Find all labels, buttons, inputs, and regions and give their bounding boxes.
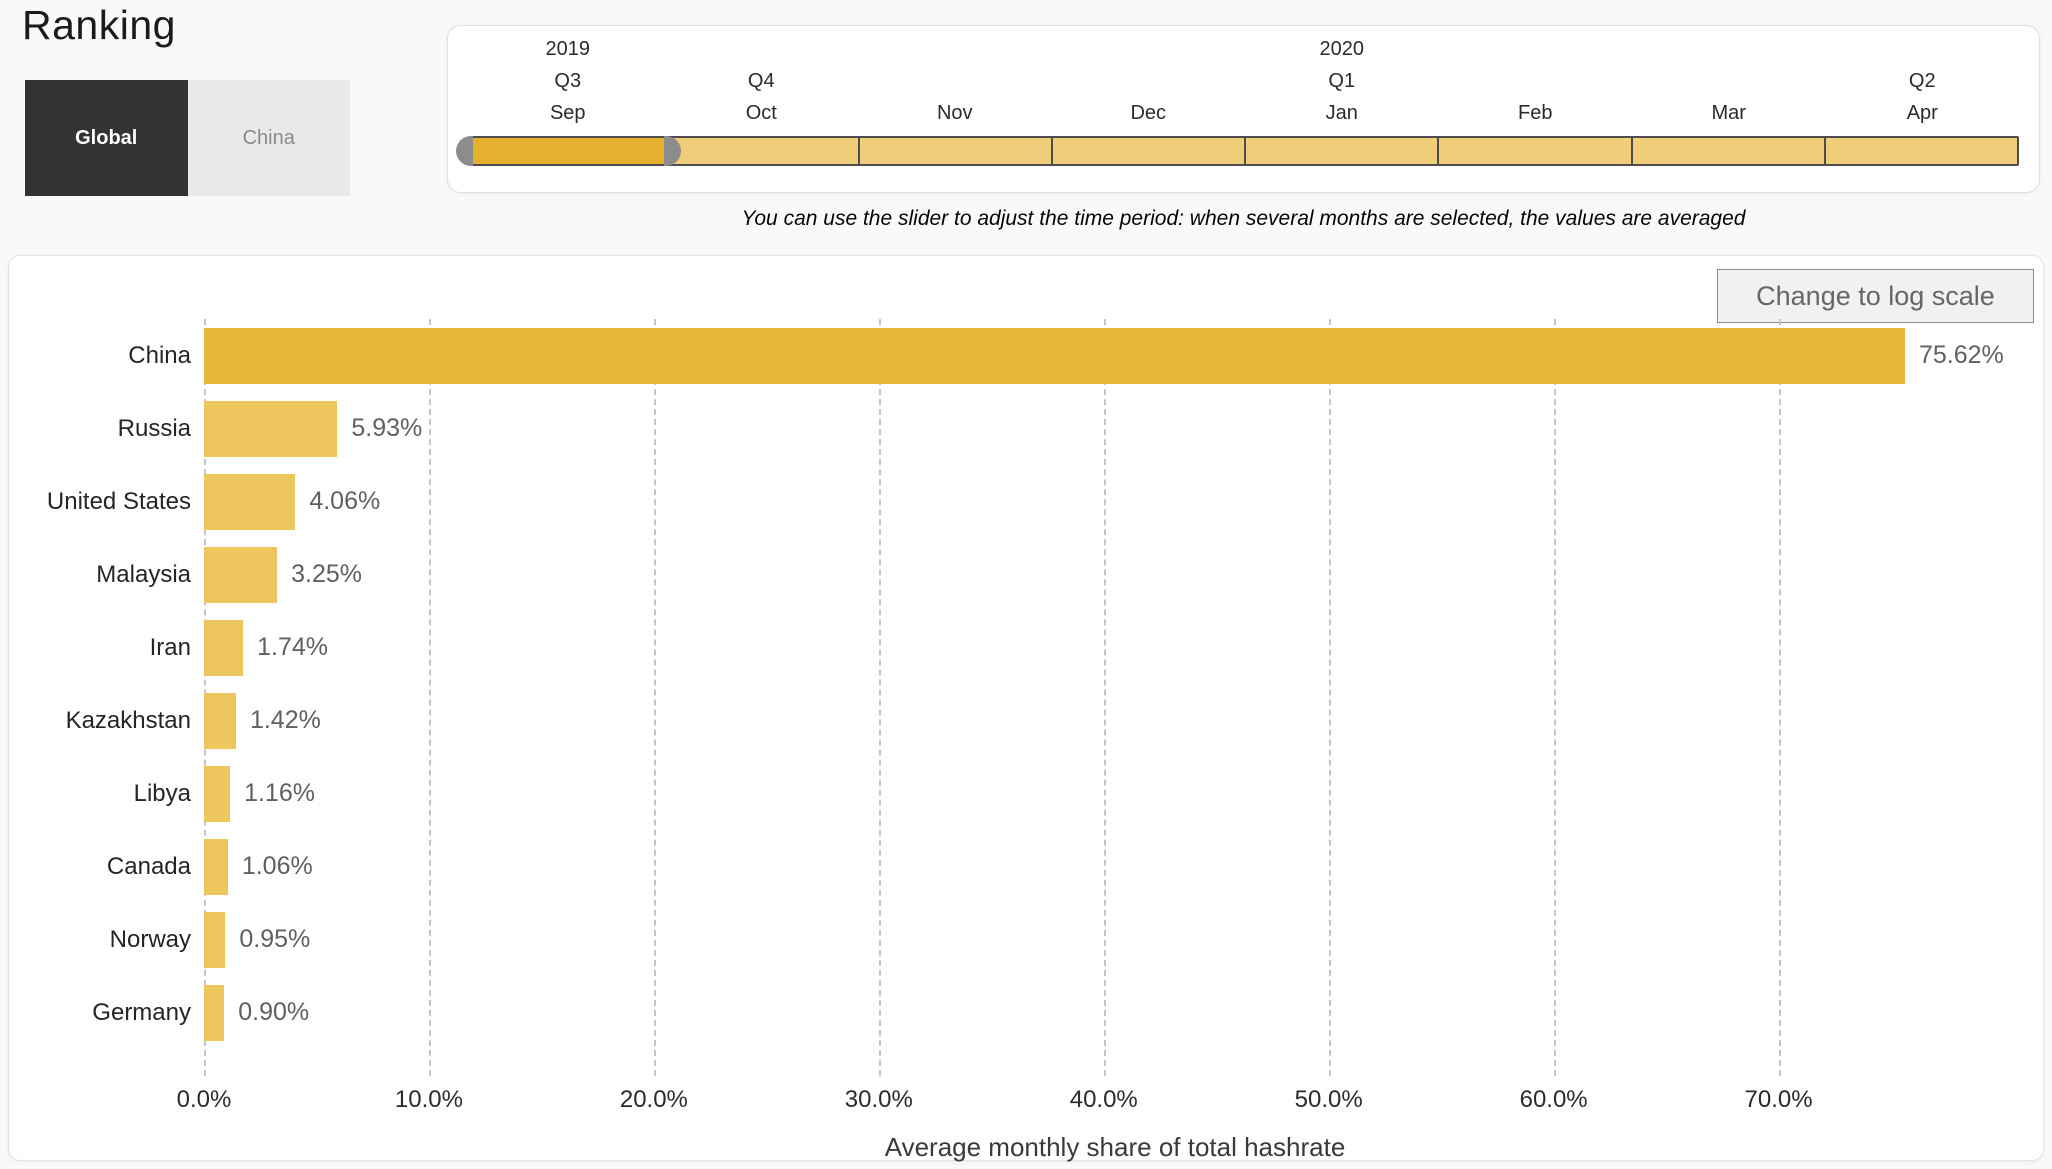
x-axis-title: Average monthly share of total hashrate [884, 1132, 1346, 1162]
gridline-20 [653, 319, 656, 1076]
category-label-germany: Germany [92, 998, 191, 1026]
category-label-norway: Norway [109, 925, 191, 953]
slider-segment-apr[interactable] [1823, 138, 2017, 164]
x-tick-label-40: 40.0% [1069, 1086, 1138, 1113]
bar-value-libya: 1.16% [244, 779, 315, 807]
bar-germany[interactable] [204, 984, 225, 1041]
slider-segment-jan[interactable] [1244, 138, 1438, 164]
bar-kazakhstan[interactable] [204, 692, 236, 749]
bar-canada[interactable] [204, 838, 228, 895]
bar-row-germany: 0.90% [204, 976, 2026, 1049]
slider-year-labels: 2019 2020 [471, 38, 2019, 62]
gridline-40 [1103, 319, 1106, 1076]
slider-handle-left[interactable] [456, 136, 473, 166]
slider-month-label-mar: Mar [1711, 102, 1746, 124]
slider-segment-feb[interactable] [1437, 138, 1631, 164]
bar-value-united-states: 4.06% [309, 487, 381, 515]
gridline-60 [1553, 319, 1556, 1076]
bar-value-russia: 5.93% [351, 414, 423, 442]
slider-help-text: You can use the slider to adjust the tim… [741, 207, 1746, 230]
category-label-canada: Canada [106, 852, 191, 880]
x-tick-label-0: 0.0% [176, 1086, 232, 1113]
slider-segment-mar[interactable] [1630, 138, 1824, 164]
bar-row-iran: 1.74% [204, 611, 2026, 684]
bar-malaysia[interactable] [204, 546, 278, 603]
slider-segment-dec[interactable] [1050, 138, 1244, 164]
bar-value-kazakhstan: 1.42% [249, 706, 321, 734]
bar-row-canada: 1.06% [204, 830, 2026, 903]
gridline-30 [878, 319, 881, 1076]
slider-segment-sep[interactable] [473, 138, 665, 164]
slider-segment-nov[interactable] [857, 138, 1051, 164]
slider-quarter-labels: Q3 Q4 Q1 Q2 [471, 70, 2019, 94]
bar-chart: China Russia United States Malaysia Iran Kaza… [19, 319, 2026, 1162]
category-label-kazakhstan: Kazakhstan [65, 706, 191, 734]
slider-month-label-nov: Nov [936, 102, 973, 124]
x-tick-label-20: 20.0% [619, 1086, 688, 1113]
time-slider-track[interactable] [456, 136, 2019, 166]
bar-value-norway: 0.95% [239, 925, 311, 953]
category-label-united-states: United States [46, 487, 191, 515]
slider-year-label-sep: 2019 [545, 38, 591, 60]
slider-month-label-sep: Sep [549, 102, 586, 124]
x-axis-ticks: 0.0% 10.0% 20.0% 30.0% 40.0% 50.0% 60.0% 70.0% [177, 1086, 2026, 1116]
bar-row-china: 75.62% [204, 319, 2026, 392]
change-to-log-scale-button[interactable]: Change to log scale [1717, 269, 2034, 323]
bar-value-malaysia: 3.25% [291, 560, 362, 588]
slider-month-label-apr: Apr [1906, 102, 1938, 124]
tab-global[interactable]: Global [25, 80, 188, 196]
category-labels: China Russia United States Malaysia Iran Kaza… [19, 319, 204, 1076]
bar-row-russia: 5.93% [204, 392, 2026, 465]
x-tick-label-70: 70.0% [1744, 1086, 1813, 1113]
category-label-russia: Russia [117, 414, 191, 442]
slider-quarter-label-oct: Q4 [747, 70, 775, 92]
gridline-70 [1778, 319, 1781, 1076]
slider-handle-right[interactable] [664, 136, 681, 166]
category-label-china: China [128, 341, 191, 369]
slider-month-label-oct: Oct [745, 102, 777, 124]
slider-quarter-label-sep: Q3 [554, 70, 582, 92]
slider-segment-oct[interactable] [664, 138, 858, 164]
gridline-50 [1328, 319, 1331, 1076]
bar-united-states[interactable] [204, 473, 296, 530]
bar-value-germany: 0.90% [238, 998, 310, 1026]
category-label-libya: Libya [133, 779, 191, 807]
slider-month-labels: Sep Oct Nov Dec Jan Feb Mar Apr [471, 102, 2019, 126]
bar-value-iran: 1.74% [257, 633, 329, 661]
category-label-iran: Iran [149, 633, 191, 661]
bar-row-kazakhstan: 1.42% [204, 684, 2026, 757]
slider-quarter-label-jan: Q1 [1328, 70, 1356, 92]
tab-china[interactable]: China [187, 80, 350, 196]
x-tick-label-10: 10.0% [394, 1086, 463, 1113]
x-tick-label-50: 50.0% [1294, 1086, 1363, 1113]
bar-value-canada: 1.06% [241, 852, 313, 880]
bar-value-china: 75.62% [1918, 341, 2004, 369]
time-slider-card: 2019 2020 Q3 Q4 Q1 Q2 Sep Oct Nov Dec Jan Feb Mar A… [447, 25, 2040, 193]
bar-norway[interactable] [204, 911, 226, 968]
slider-month-label-dec: Dec [1130, 102, 1167, 124]
bar-china[interactable] [204, 327, 1905, 384]
bar-libya[interactable] [204, 765, 231, 822]
bar-iran[interactable] [204, 619, 244, 676]
x-tick-label-60: 60.0% [1519, 1086, 1588, 1113]
bar-row-united-states: 4.06% [204, 465, 2026, 538]
bar-row-libya: 1.16% [204, 757, 2026, 830]
scope-toggle: Global China [25, 80, 350, 196]
category-label-malaysia: Malaysia [96, 560, 191, 588]
bar-russia[interactable] [204, 400, 338, 457]
plot-area: 75.62% 5.93% 4.06% 3.25% 1.74% 1.42% 1.16% 1.06… [177, 319, 2026, 1162]
slider-month-label-jan: Jan [1325, 102, 1358, 124]
gridline-10 [428, 319, 431, 1076]
bar-rows: 75.62% 5.93% 4.06% 3.25% 1.74% 1.42% 1.16% 1.06… [204, 319, 2026, 1049]
slider-quarter-label-apr: Q2 [1908, 70, 1936, 92]
x-tick-label-30: 30.0% [844, 1086, 913, 1113]
page-title: Ranking [22, 2, 176, 48]
bar-row-malaysia: 3.25% [204, 538, 2026, 611]
ranking-chart-card: Change to log scale China Russia United St… [8, 255, 2044, 1162]
slider-month-label-feb: Feb [1518, 102, 1553, 124]
bar-row-norway: 0.95% [204, 903, 2026, 976]
slider-year-label-jan: 2020 [1319, 38, 1365, 60]
